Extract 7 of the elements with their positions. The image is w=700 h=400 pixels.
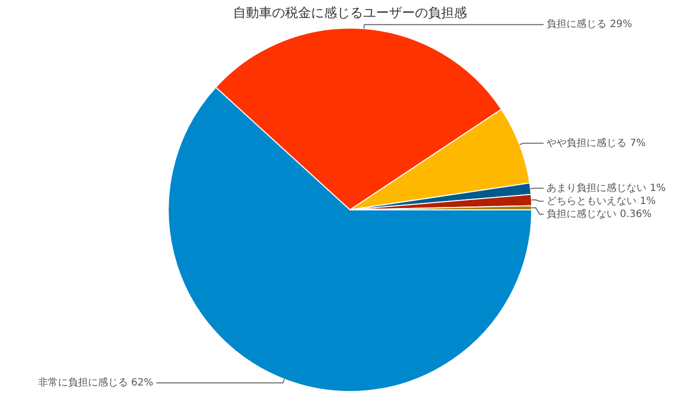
slice-label: あまり負担に感じない 1% xyxy=(546,182,666,194)
slice-label: やや負担に感じる 7% xyxy=(546,136,646,149)
chart-title: 自動車の税金に感じるユーザーの負担感 xyxy=(233,6,467,22)
slice-label: 非常に負担に感じる 62% xyxy=(38,376,154,389)
slice-label: 負担に感じない 0.36% xyxy=(546,208,652,220)
slice-label: どちらともいえない 1% xyxy=(546,196,656,207)
slice-label: 負担に感じる 29% xyxy=(546,18,632,30)
